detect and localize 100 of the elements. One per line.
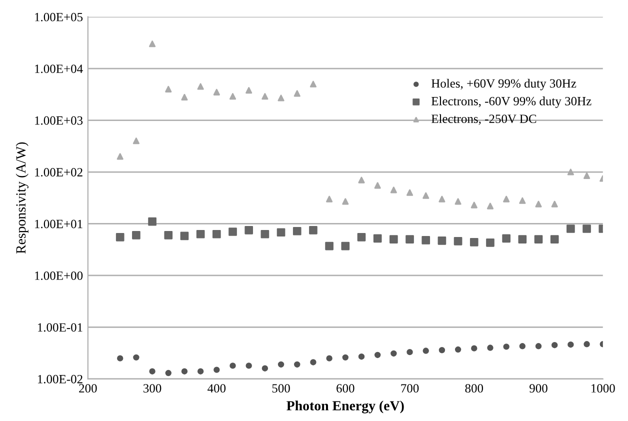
point <box>503 344 510 350</box>
point <box>294 90 300 97</box>
point <box>422 236 430 244</box>
point <box>422 192 430 199</box>
legend-label: Holes, +60V 99% duty 30Hz <box>431 78 576 90</box>
point <box>165 86 172 92</box>
x-tick-label: 800 <box>465 384 484 393</box>
point <box>342 198 349 205</box>
point <box>519 197 526 204</box>
point <box>180 232 189 240</box>
x-tick-label: 500 <box>272 384 290 393</box>
x-tick-label: 600 <box>336 384 354 393</box>
point <box>149 368 156 374</box>
point <box>535 343 542 350</box>
x-tick-label: 300 <box>144 384 162 393</box>
point <box>181 368 188 374</box>
point <box>116 232 124 242</box>
point <box>486 202 494 210</box>
point <box>148 40 156 48</box>
point <box>373 234 382 243</box>
point <box>342 354 348 361</box>
y-tick-label: 1.00E+01 <box>35 220 82 228</box>
point <box>260 230 270 238</box>
point <box>213 88 220 96</box>
point <box>471 345 478 352</box>
y-tick-label: 1.00E-01 <box>38 323 82 332</box>
point <box>486 238 494 247</box>
point <box>228 228 237 236</box>
point <box>358 353 365 360</box>
legend-label: Electrons, -60V 99% duty 30Hz <box>431 96 592 108</box>
point <box>470 238 478 246</box>
point <box>214 366 220 373</box>
point <box>212 230 221 238</box>
x-tick-label: 700 <box>401 384 419 393</box>
x-tick-label: 200 <box>79 384 97 393</box>
point <box>550 235 559 244</box>
point <box>582 224 591 233</box>
point <box>244 226 254 234</box>
point <box>502 234 510 243</box>
point <box>278 361 284 368</box>
point <box>470 202 478 208</box>
point <box>246 87 252 94</box>
point <box>310 359 316 366</box>
point <box>390 350 397 357</box>
point <box>358 176 365 184</box>
point <box>132 138 140 144</box>
y-axis-title: Responsivity (A/W) <box>16 142 28 254</box>
point <box>117 355 124 362</box>
point <box>551 200 558 208</box>
point <box>164 231 173 240</box>
point <box>165 370 172 376</box>
point <box>309 226 318 234</box>
point <box>583 172 590 179</box>
point <box>535 200 542 208</box>
point <box>519 343 526 350</box>
point <box>262 365 268 372</box>
point <box>390 235 398 244</box>
point <box>534 235 543 244</box>
y-tick-label: 1.00E+04 <box>35 64 83 74</box>
point <box>262 93 268 100</box>
point <box>132 231 140 240</box>
point <box>422 348 429 354</box>
point <box>133 354 140 361</box>
point <box>310 80 317 88</box>
point <box>196 230 205 238</box>
y-tick-label: 1.00E+03 <box>35 116 83 125</box>
point <box>148 217 156 226</box>
point <box>503 196 510 202</box>
point <box>197 368 204 374</box>
point <box>341 242 350 250</box>
point <box>294 361 300 368</box>
point <box>454 198 462 205</box>
point <box>326 355 332 362</box>
point <box>230 362 236 369</box>
point <box>454 237 462 246</box>
point <box>229 93 236 100</box>
point <box>325 242 334 250</box>
y-tick-label: 1.00E+05 <box>35 12 83 22</box>
x-axis-title: Photon Energy (eV) <box>286 400 404 414</box>
x-tick-label: 900 <box>530 384 548 393</box>
point <box>357 232 366 242</box>
point <box>278 94 284 102</box>
point <box>584 341 590 348</box>
point <box>374 182 381 189</box>
legend-label: Electrons, -250V DC <box>431 114 536 125</box>
point <box>568 342 574 348</box>
point <box>487 344 494 351</box>
point <box>116 153 124 160</box>
point <box>567 168 574 176</box>
point <box>438 347 446 354</box>
point <box>246 362 252 369</box>
point <box>181 94 188 100</box>
point <box>518 235 527 244</box>
point <box>197 83 204 90</box>
point <box>566 224 575 233</box>
y-tick-label: 1.00E-02 <box>38 374 82 384</box>
point <box>438 196 446 202</box>
x-tick-label: 1000 <box>591 384 615 393</box>
point <box>276 228 286 237</box>
y-tick-label: 1.00E+00 <box>35 271 83 280</box>
